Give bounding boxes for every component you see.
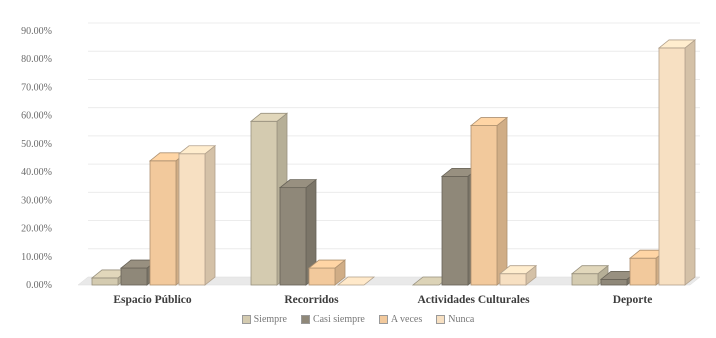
x-category-label: Deporte bbox=[613, 294, 653, 306]
y-tick-label: 30.00% bbox=[21, 195, 52, 206]
legend-swatch bbox=[241, 315, 251, 325]
legend-label: Nunca bbox=[448, 314, 475, 325]
legend-label: Casi siempre bbox=[312, 314, 365, 325]
bar-front bbox=[250, 120, 278, 286]
bar-top bbox=[469, 117, 509, 126]
x-category-label: Espacio Público bbox=[113, 294, 192, 306]
bar-side bbox=[684, 39, 696, 286]
bar bbox=[657, 39, 697, 286]
bar-front bbox=[279, 187, 307, 286]
legend: Siempre Casi siempre A veces Nunca bbox=[0, 314, 716, 325]
bar-top bbox=[657, 39, 697, 49]
y-tick-label: 50.00% bbox=[21, 139, 52, 150]
legend-swatch bbox=[436, 315, 446, 325]
legend-item: Nunca bbox=[436, 314, 474, 325]
bar bbox=[336, 276, 376, 286]
legend-label: Siempre bbox=[253, 314, 287, 325]
legend-swatch bbox=[300, 315, 310, 325]
bar-top bbox=[498, 265, 538, 275]
x-axis: Espacio Público Recorridos Actividades Cul… bbox=[113, 294, 652, 306]
y-tick-label: 0.00% bbox=[26, 280, 52, 291]
bars-layer bbox=[90, 39, 697, 286]
legend-label: A veces bbox=[390, 314, 423, 325]
bar-front bbox=[441, 175, 469, 286]
y-tick-label: 90.00% bbox=[21, 26, 52, 37]
bar-top bbox=[307, 259, 347, 269]
bar-top bbox=[336, 276, 376, 286]
bar-top bbox=[249, 112, 289, 122]
bar-front bbox=[470, 125, 498, 286]
legend-item: Siempre bbox=[241, 314, 287, 325]
x-category-label: Recorridos bbox=[284, 294, 339, 306]
y-tick-label: 60.00% bbox=[21, 111, 52, 122]
legend-item: Casi siempre bbox=[300, 314, 365, 325]
bar-top bbox=[177, 145, 217, 155]
bar bbox=[570, 264, 610, 286]
bar bbox=[307, 259, 347, 286]
bar bbox=[177, 144, 217, 286]
bar-front bbox=[658, 47, 686, 286]
bar-side bbox=[496, 116, 508, 286]
bar-front bbox=[629, 257, 657, 286]
bar-top bbox=[570, 265, 610, 275]
bar-top bbox=[278, 179, 318, 189]
x-category-label: Actividades Culturales bbox=[417, 294, 530, 306]
y-axis: 0.00% 10.00% 20.00% 30.00% 40.00% 50.00% 60.00… bbox=[21, 26, 52, 291]
legend-item: A veces bbox=[378, 314, 423, 325]
bar-front bbox=[149, 160, 177, 286]
y-tick-label: 10.00% bbox=[21, 252, 52, 263]
bar-side bbox=[204, 144, 216, 286]
bar-front bbox=[91, 277, 119, 286]
bar-front bbox=[600, 278, 628, 286]
y-tick-label: 70.00% bbox=[21, 82, 52, 93]
y-tick-label: 40.00% bbox=[21, 167, 52, 178]
bar-front bbox=[120, 267, 148, 286]
bar-front bbox=[308, 267, 336, 286]
legend-swatch bbox=[378, 315, 388, 325]
bar-front bbox=[499, 273, 527, 286]
y-tick-label: 80.00% bbox=[21, 54, 52, 65]
bar bbox=[278, 178, 318, 286]
bar bbox=[498, 264, 538, 286]
y-tick-label: 20.00% bbox=[21, 224, 52, 235]
bar bbox=[469, 116, 509, 286]
bar-front bbox=[178, 153, 206, 286]
bar-front bbox=[571, 273, 599, 286]
